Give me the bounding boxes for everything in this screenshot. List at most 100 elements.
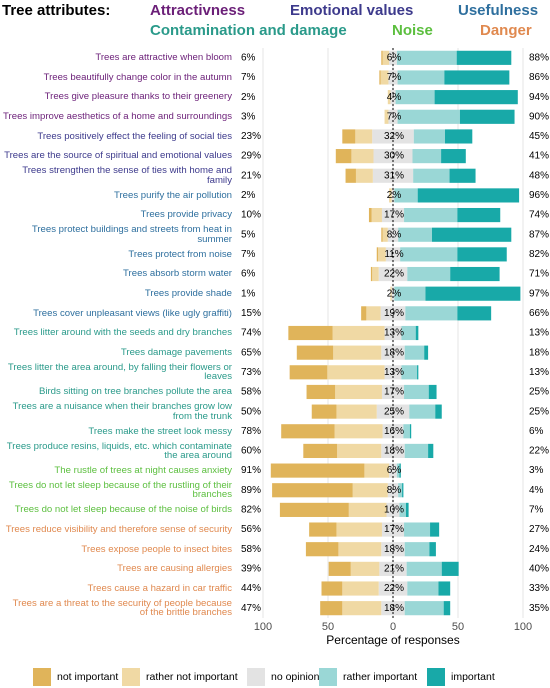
- left-total-label: 15%: [241, 308, 261, 319]
- group-label: Danger: [480, 22, 532, 39]
- legend-swatch: [319, 668, 337, 686]
- bar-segment: [456, 50, 512, 65]
- left-total-label: 89%: [241, 485, 261, 496]
- no-opinion-label: 21%: [384, 564, 404, 575]
- right-total-label: 25%: [529, 387, 549, 398]
- category-label: Trees beautifully change color in the au…: [43, 71, 232, 83]
- bar-segment: [397, 70, 445, 85]
- left-total-label: 58%: [241, 544, 261, 555]
- right-total-label: 6%: [529, 426, 544, 437]
- bar-segment: [394, 286, 426, 301]
- bar-segment: [289, 365, 328, 380]
- bar-segment: [376, 247, 379, 262]
- bar-segment: [389, 463, 397, 478]
- left-total-label: 6%: [241, 269, 256, 280]
- bar-segment: [382, 50, 390, 65]
- bar-segment: [428, 443, 434, 459]
- left-total-label: 2%: [241, 190, 256, 201]
- bar-segment: [404, 542, 430, 557]
- bar-segment: [396, 50, 457, 65]
- bar-segment: [391, 188, 395, 203]
- legend-label: rather important: [343, 671, 417, 683]
- legend-swatch: [122, 668, 140, 686]
- bar-segment: [382, 424, 404, 439]
- bar-segment: [396, 463, 400, 478]
- bar-segment: [279, 502, 349, 517]
- bar-segment: [342, 601, 382, 616]
- x-tick-label: 100: [514, 621, 532, 633]
- right-total-label: 74%: [529, 210, 549, 221]
- bar-segment: [342, 129, 356, 144]
- bar-segment: [379, 70, 381, 85]
- left-total-label: 3%: [241, 111, 256, 122]
- category-label: Trees improve aesthetics of a home and s…: [3, 111, 232, 123]
- left-total-label: 58%: [241, 387, 261, 398]
- bar-segment: [372, 266, 379, 282]
- no-opinion-label: 17%: [384, 524, 404, 535]
- bar-segment: [405, 306, 458, 321]
- left-total-label: 2%: [241, 92, 256, 103]
- bar-segment: [381, 384, 405, 400]
- no-opinion-label: 22%: [384, 583, 404, 594]
- bar-segment: [350, 561, 380, 576]
- bar-segment: [385, 247, 401, 262]
- bar-segment: [381, 227, 383, 242]
- category-label: Trees are attractive when bloom: [95, 52, 232, 64]
- category-label: Trees are the source of spiritual and em…: [4, 150, 232, 162]
- category-label: Trees strengthen the sense of ties with …: [22, 165, 232, 186]
- right-total-label: 4%: [529, 485, 544, 496]
- category-label: Trees litter the area around, by falling…: [7, 361, 232, 383]
- bar-segment: [435, 404, 442, 419]
- legend-swatch: [33, 668, 51, 686]
- bar-segment: [406, 561, 442, 576]
- no-opinion-label: 7%: [387, 111, 402, 122]
- bar-segment: [332, 325, 385, 341]
- category-label: Trees protect buildings and streets from…: [31, 224, 232, 245]
- right-total-label: 97%: [529, 288, 549, 299]
- bar-segment: [450, 266, 500, 282]
- right-total-label: 25%: [529, 406, 549, 417]
- bar-segment: [342, 581, 379, 596]
- bar-segment: [305, 542, 339, 557]
- bar-segment: [381, 207, 405, 223]
- right-total-label: 7%: [529, 505, 544, 516]
- category-label: Trees are causing allergies: [117, 563, 232, 575]
- right-total-label: 88%: [529, 52, 549, 63]
- category-label: Trees expose people to insect bites: [81, 543, 232, 555]
- bar-segment: [381, 443, 405, 459]
- bar-segment: [351, 149, 374, 164]
- no-opinion-label: 11%: [384, 249, 403, 260]
- bar-segment: [428, 384, 437, 400]
- no-opinion-label: 2%: [387, 288, 402, 299]
- right-total-label: 22%: [529, 446, 549, 457]
- bar-segment: [321, 581, 343, 596]
- no-opinion-label: 6%: [387, 465, 402, 476]
- category-label: Trees provide shade: [144, 287, 232, 299]
- legend-label: no opinion: [271, 671, 320, 683]
- no-opinion-label: 8%: [387, 485, 402, 496]
- category-label: Trees reduce visibility and therefore se…: [5, 523, 232, 535]
- bar-segment: [400, 247, 458, 262]
- category-label: The rustle of trees at night causes anxi…: [54, 464, 232, 476]
- category-label: Trees purify the air pollution: [113, 189, 232, 201]
- left-total-label: 60%: [241, 446, 261, 457]
- right-total-label: 35%: [529, 603, 549, 614]
- left-total-label: 44%: [241, 583, 261, 594]
- left-total-label: 7%: [241, 249, 256, 260]
- no-opinion-label: 6%: [387, 52, 402, 63]
- bar-segment: [355, 168, 373, 183]
- x-tick-label: 100: [254, 621, 272, 633]
- bar-segment: [288, 325, 333, 341]
- bar-segment: [441, 149, 466, 164]
- left-total-label: 7%: [241, 72, 256, 83]
- bar-segment: [355, 129, 373, 144]
- category-label: Trees do not let sleep because of the ru…: [8, 479, 232, 501]
- no-opinion-label: 13%: [384, 367, 404, 378]
- bar-segment: [397, 109, 460, 124]
- bar-segment: [364, 463, 390, 478]
- bar-segment: [399, 463, 401, 478]
- bar-segment: [424, 345, 429, 360]
- left-total-label: 65%: [241, 347, 261, 358]
- bar-segment: [425, 286, 521, 301]
- chart-title: Tree attributes:: [2, 2, 110, 19]
